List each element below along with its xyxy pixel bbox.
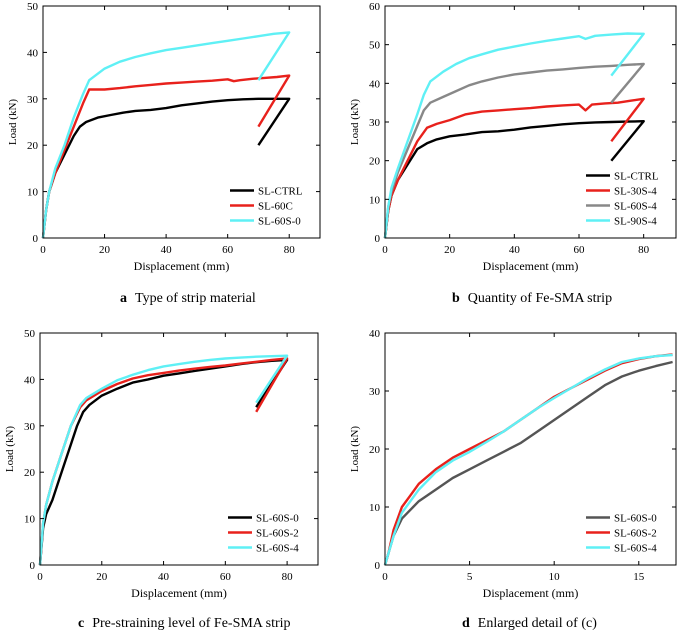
- series-line-a-2: [41, 31, 291, 239]
- legend-label-a-0: SL-CTRL: [258, 186, 303, 198]
- x-tick-label-d: 5: [467, 571, 473, 583]
- legend-label-c-1: SL-60S-2: [256, 528, 299, 540]
- y-tick-label-d: 0: [375, 560, 381, 572]
- legend-label-c-0: SL-60S-0: [256, 513, 299, 525]
- caption-d-letter: d: [462, 616, 470, 631]
- y-tick-label-a: 10: [27, 187, 39, 199]
- y-tick-label-b: 40: [369, 78, 381, 90]
- legend-label-b-1: SL-30S-4: [614, 186, 657, 198]
- y-tick-label-c: 50: [24, 328, 36, 340]
- caption-c-letter: c: [78, 616, 85, 631]
- caption-c-text: Pre-straining level of Fe-SMA strip: [92, 616, 291, 631]
- legend-label-d-2: SL-60S-4: [614, 543, 657, 555]
- y-axis-label-a: Load (kN): [7, 99, 19, 145]
- legend-label-b-0: SL-CTRL: [614, 171, 659, 183]
- legend-label-c-2: SL-60S-4: [256, 543, 299, 555]
- x-tick-label-d: 10: [549, 571, 561, 583]
- legend-label-d-0: SL-60S-0: [614, 513, 657, 525]
- x-tick-label-c: 60: [220, 571, 232, 583]
- y-tick-label-a: 40: [27, 47, 39, 59]
- caption-a-letter: a: [120, 291, 127, 306]
- x-tick-label-a: 40: [161, 244, 173, 256]
- caption-c: c Pre-straining level of Fe-SMA strip: [78, 616, 291, 632]
- chart-d: 0 5 10 15 0 10 20 30 40 Displacement (mm) Load (kN…: [349, 328, 677, 600]
- caption-b-letter: b: [452, 291, 460, 306]
- series-line-c-0: [38, 358, 289, 566]
- plot-frame-a: [42, 5, 321, 239]
- caption-d: d Enlarged detail of (c): [462, 616, 597, 632]
- x-tick-label-d: 15: [633, 571, 645, 583]
- x-tick-label-c: 0: [37, 571, 43, 583]
- y-tick-label-c: 40: [24, 374, 36, 386]
- y-axis-label-b: Load (kN): [349, 99, 361, 145]
- legend-label-a-2: SL-60S-0: [258, 216, 301, 228]
- legend-label-b-3: SL-90S-4: [614, 216, 657, 228]
- x-tick-label-a: 60: [222, 244, 234, 256]
- y-tick-label-a: 20: [27, 140, 39, 152]
- series-line-b-2: [383, 62, 645, 239]
- x-tick-label-b: 20: [444, 244, 456, 256]
- caption-a: a Type of strip material: [120, 291, 256, 307]
- y-tick-label-a: 30: [27, 94, 39, 106]
- y-axis-label-d: Load (kN): [349, 426, 361, 472]
- x-tick-label-c: 80: [282, 571, 294, 583]
- series-line-c-1: [38, 357, 289, 566]
- series-line-d-2: [383, 353, 673, 566]
- x-axis-label-a: Displacement (mm): [134, 259, 230, 273]
- x-tick-label-c: 40: [158, 571, 170, 583]
- chart-c: 0 20 40 60 80 0 10 20 30 40 50 Displacement (mm) Loa…: [4, 328, 319, 600]
- x-tick-label-b: 40: [509, 244, 521, 256]
- legend-label-a-1: SL-60C: [258, 201, 293, 213]
- x-axis-label-b: Displacement (mm): [483, 259, 579, 273]
- x-axis-label-c: Displacement (mm): [131, 586, 227, 600]
- x-tick-label-a: 20: [99, 244, 111, 256]
- caption-d-text: Enlarged detail of (c): [477, 616, 597, 631]
- series-line-a-0: [41, 97, 291, 239]
- y-tick-label-c: 0: [30, 560, 36, 572]
- caption-b: b Quantity of Fe-SMA strip: [452, 291, 612, 307]
- series-line-a-1: [41, 74, 291, 239]
- chart-a: 0 20 40 60 80 0 10 20 30 40 50 Displacement (mm) Loa…: [7, 1, 321, 273]
- series-line-b-1: [383, 97, 645, 239]
- y-tick-label-b: 10: [369, 194, 381, 206]
- y-tick-label-c: 10: [24, 514, 36, 526]
- x-tick-label-c: 20: [96, 571, 108, 583]
- y-tick-label-d: 30: [369, 386, 381, 398]
- chart-b: 0 20 40 60 80 0 10 20 30 40 50 60 Displacement (mm) L…: [349, 1, 677, 273]
- x-tick-label-a: 0: [40, 244, 46, 256]
- x-tick-label-d: 0: [382, 571, 388, 583]
- y-tick-label-b: 60: [369, 1, 381, 13]
- y-tick-label-b: 50: [369, 40, 381, 52]
- y-axis-label-c: Load (kN): [4, 426, 16, 472]
- series-line-c-2: [38, 354, 289, 566]
- y-tick-label-d: 10: [369, 502, 381, 514]
- caption-b-text: Quantity of Fe-SMA strip: [467, 291, 613, 306]
- y-tick-label-c: 20: [24, 467, 36, 479]
- legend-label-d-1: SL-60S-2: [614, 528, 657, 540]
- legend-label-b-2: SL-60S-4: [614, 201, 657, 213]
- plot-frame-c: [39, 332, 319, 566]
- caption-a-text: Type of strip material: [135, 291, 256, 306]
- x-tick-label-b: 80: [638, 244, 650, 256]
- series-line-b-3: [383, 32, 645, 239]
- y-tick-label-a: 50: [27, 1, 39, 13]
- y-tick-label-c: 30: [24, 421, 36, 433]
- y-tick-label-a: 0: [33, 233, 39, 245]
- x-axis-label-d: Displacement (mm): [483, 586, 579, 600]
- y-tick-label-b: 0: [375, 233, 381, 245]
- x-tick-label-b: 60: [574, 244, 586, 256]
- y-tick-label-b: 20: [369, 156, 381, 168]
- x-tick-label-b: 0: [382, 244, 388, 256]
- y-tick-label-b: 30: [369, 117, 381, 129]
- y-tick-label-d: 20: [369, 444, 381, 456]
- x-tick-label-a: 80: [284, 244, 296, 256]
- series-line-d-0: [383, 360, 673, 566]
- y-tick-label-d: 40: [369, 328, 381, 340]
